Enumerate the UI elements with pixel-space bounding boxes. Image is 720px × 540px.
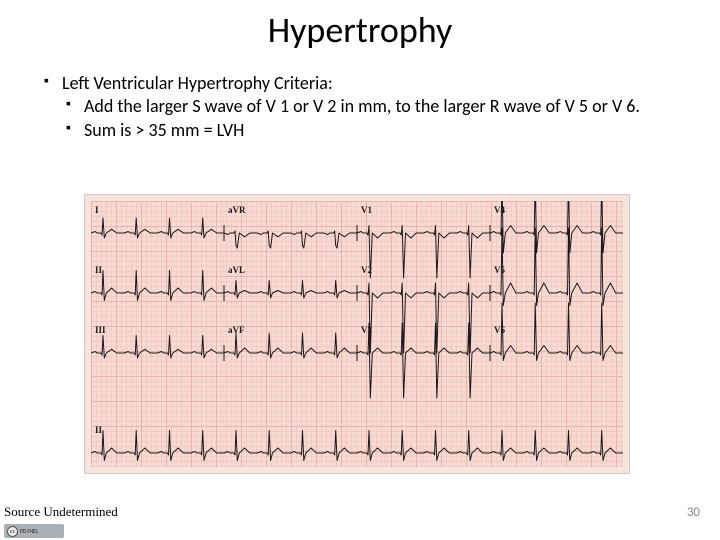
ecg-lead-label: V4 — [494, 205, 505, 215]
ecg-lead-label: II — [95, 425, 102, 435]
ecg-grid: IaVR V1 V4 II aVL V2 V5 III aVF V3 V6 II — [91, 201, 623, 467]
ecg-lead-label: aVR — [228, 205, 246, 215]
source-caption: Source Undetermined — [4, 504, 118, 520]
cc-badge: cc PD-INEL — [4, 524, 64, 538]
ecg-lead-label: I — [95, 205, 99, 215]
ecg-traces — [91, 201, 623, 467]
page-number: 30 — [687, 505, 700, 520]
ecg-lead-label: aVL — [228, 265, 245, 275]
ecg-lead-label: II — [95, 265, 102, 275]
bullet-main-text: Left Ventricular Hypertrophy Criteria: — [62, 72, 333, 94]
ecg-lead-label: V2 — [361, 265, 372, 275]
slide-title: Hypertrophy — [0, 8, 720, 52]
ecg-lead-label: aVF — [228, 325, 245, 335]
ecg-lead-label: V1 — [361, 205, 372, 215]
ecg-lead-label: V6 — [494, 325, 505, 335]
bullet-main: Left Ventricular Hypertrophy Criteria: A… — [40, 72, 680, 142]
ecg-figure: IaVR V1 V4 II aVL V2 V5 III aVF V3 V6 II — [84, 194, 630, 474]
cc-label: PD-INEL — [20, 527, 38, 535]
body-text: Left Ventricular Hypertrophy Criteria: A… — [40, 72, 680, 146]
ecg-lead-label: V5 — [494, 265, 505, 275]
ecg-lead-label: III — [95, 325, 106, 335]
bullet-sub2: Sum is > 35 mm = LVH — [62, 119, 680, 142]
cc-icon: cc — [7, 526, 18, 537]
ecg-lead-label: V3 — [361, 325, 372, 335]
bullet-sub1: Add the larger S wave of V 1 or V 2 in m… — [62, 95, 680, 118]
